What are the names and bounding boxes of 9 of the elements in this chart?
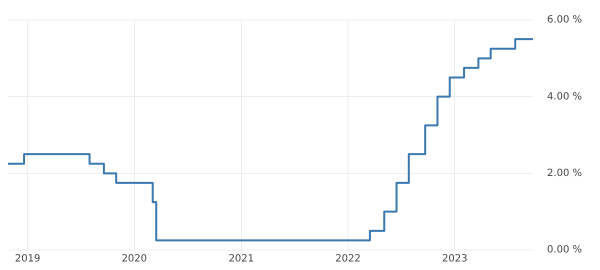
x-tick-label: 2022 [335, 254, 361, 265]
x-tick-label: 2021 [228, 254, 254, 265]
y-tick-label: 4.00 % [547, 91, 582, 102]
y-tick-label: 2.00 % [547, 168, 582, 179]
y-tick-label: 6.00 % [547, 14, 582, 26]
x-tick-label: 2020 [122, 254, 148, 265]
y-tick-label: 0.00 % [547, 244, 582, 256]
x-tick-label: 2023 [442, 254, 468, 265]
x-tick-label: 2019 [14, 254, 40, 265]
